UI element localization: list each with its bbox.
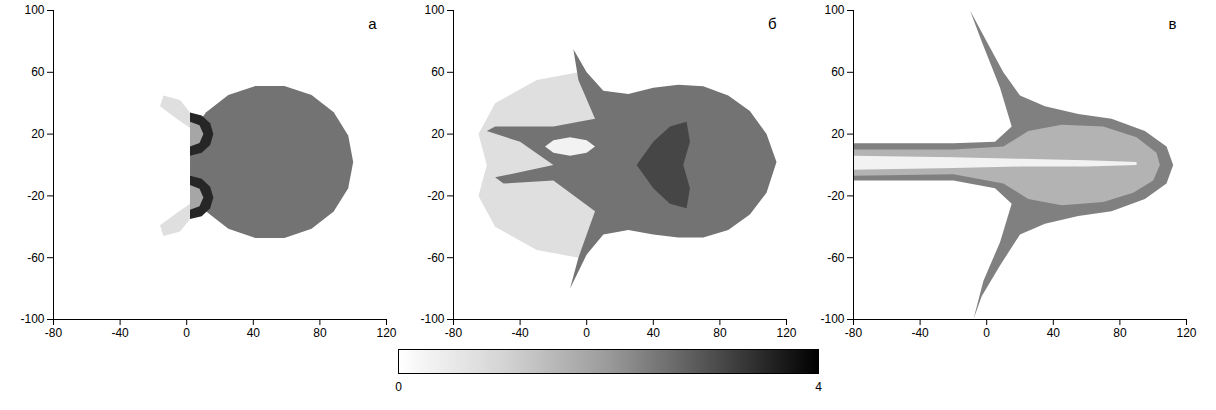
svg-text:-100: -100: [420, 312, 444, 326]
svg-text:20: 20: [431, 127, 445, 141]
svg-text:-20: -20: [827, 189, 845, 203]
svg-text:80: 80: [713, 326, 727, 340]
svg-text:-80: -80: [45, 326, 63, 340]
svg-text:60: 60: [31, 65, 45, 79]
svg-text:40: 40: [247, 326, 261, 340]
svg-text:100: 100: [24, 3, 44, 17]
svg-text:-80: -80: [445, 326, 463, 340]
svg-text:-100: -100: [820, 312, 844, 326]
svg-text:0: 0: [395, 380, 402, 393]
svg-text:-60: -60: [27, 251, 45, 265]
svg-text:0: 0: [183, 326, 190, 340]
svg-text:20: 20: [831, 127, 845, 141]
svg-text:в: в: [1169, 15, 1177, 32]
svg-text:40: 40: [647, 326, 661, 340]
svg-text:-20: -20: [427, 189, 445, 203]
svg-text:100: 100: [424, 3, 444, 17]
svg-text:100: 100: [824, 3, 844, 17]
svg-text:20: 20: [31, 127, 45, 141]
svg-text:-80: -80: [845, 326, 863, 340]
svg-text:120: 120: [376, 326, 396, 340]
svg-text:-40: -40: [111, 326, 129, 340]
svg-text:-60: -60: [827, 251, 845, 265]
svg-text:4: 4: [815, 380, 822, 393]
svg-text:60: 60: [431, 65, 445, 79]
svg-text:80: 80: [313, 326, 327, 340]
svg-text:б: б: [768, 15, 777, 32]
svg-text:120: 120: [776, 326, 796, 340]
svg-text:80: 80: [1113, 326, 1127, 340]
svg-text:-40: -40: [911, 326, 929, 340]
svg-text:-100: -100: [20, 312, 44, 326]
svg-text:-20: -20: [27, 189, 45, 203]
svg-text:0: 0: [583, 326, 590, 340]
svg-text:120: 120: [1176, 326, 1196, 340]
svg-text:60: 60: [831, 65, 845, 79]
svg-text:-40: -40: [511, 326, 529, 340]
svg-text:40: 40: [1047, 326, 1061, 340]
svg-text:0: 0: [983, 326, 990, 340]
svg-text:-60: -60: [427, 251, 445, 265]
svg-text:а: а: [368, 15, 377, 32]
